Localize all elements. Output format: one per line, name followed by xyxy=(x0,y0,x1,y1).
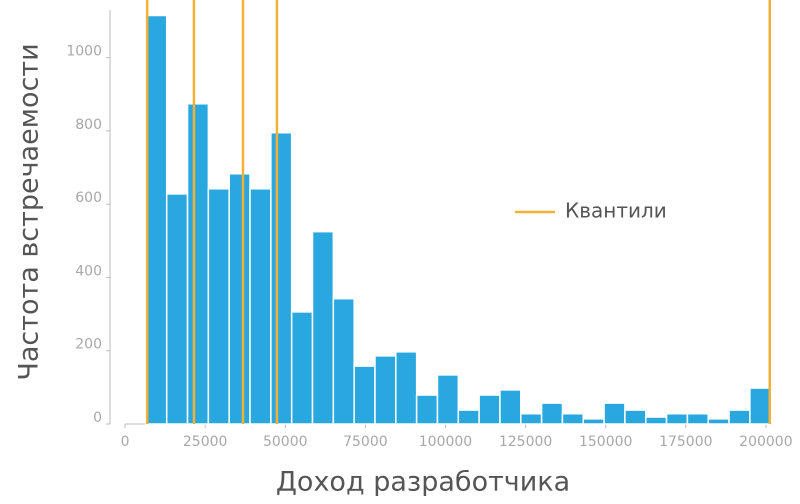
bar xyxy=(186,103,210,425)
bar xyxy=(311,230,335,425)
x-tick-label: 200000 xyxy=(739,434,792,450)
bar xyxy=(478,394,501,425)
bar xyxy=(165,193,189,425)
bar xyxy=(728,409,751,425)
bar xyxy=(561,412,585,425)
bar xyxy=(290,311,314,425)
bar xyxy=(415,394,439,425)
legend-label: Квантили xyxy=(565,199,667,223)
bar xyxy=(457,409,480,425)
bar xyxy=(624,409,647,425)
bar xyxy=(582,418,605,425)
y-tick-label: 800 xyxy=(75,117,102,133)
bar xyxy=(228,173,251,425)
x-tick-label: 25000 xyxy=(183,434,228,450)
x-tick-label: 150000 xyxy=(579,434,632,450)
bar xyxy=(395,351,418,425)
x-tick-label: 75000 xyxy=(343,434,388,450)
y-tick-label: 600 xyxy=(75,190,102,206)
bar xyxy=(436,374,460,425)
bar xyxy=(353,365,376,425)
bar xyxy=(499,389,522,425)
x-tick-label: 50000 xyxy=(263,434,308,450)
bar xyxy=(332,297,355,425)
bar xyxy=(207,188,230,425)
bar xyxy=(270,131,293,425)
y-tick-label: 0 xyxy=(93,410,102,426)
bar xyxy=(374,355,397,425)
x-tick-label: 175000 xyxy=(659,434,712,450)
x-tick-label: 100000 xyxy=(419,434,472,450)
bar xyxy=(540,402,564,425)
bar xyxy=(603,402,626,425)
bar xyxy=(665,412,689,425)
bar xyxy=(520,412,543,425)
y-tick-label: 200 xyxy=(75,337,102,353)
y-axis-label: Частота встречаемости xyxy=(14,43,45,380)
bar xyxy=(686,412,709,425)
y-tick-label: 400 xyxy=(75,263,102,279)
y-tick-label: 1000 xyxy=(66,44,102,60)
x-axis-label: Доход разработчика xyxy=(276,467,570,498)
bar xyxy=(249,188,272,425)
bar xyxy=(645,416,668,425)
bar xyxy=(145,14,168,425)
x-tick-label: 0 xyxy=(121,434,130,450)
x-tick-label: 125000 xyxy=(499,434,552,450)
bar xyxy=(707,418,730,425)
bar xyxy=(749,387,772,425)
